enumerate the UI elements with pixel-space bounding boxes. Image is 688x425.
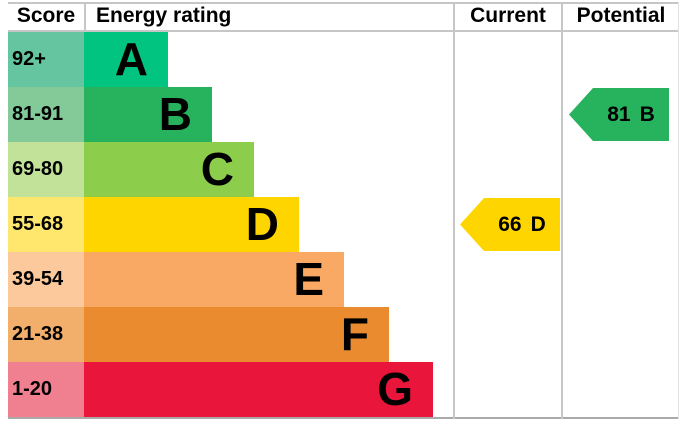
rating-letter: A (114, 33, 148, 85)
current-column-divider (453, 2, 455, 419)
rating-row-b: 81-91 B (8, 87, 212, 142)
rating-bar-d: D (84, 197, 299, 252)
rating-letter: F (340, 308, 369, 360)
rating-row-c: 69-80 C (8, 142, 254, 197)
current-score-value: 66 (498, 212, 522, 236)
table-bottom-border (8, 417, 679, 419)
potential-grade-letter: B (639, 102, 655, 126)
table-top-border (8, 2, 679, 4)
score-band-label: 21-38 (8, 307, 84, 362)
score-band-label: 55-68 (8, 197, 84, 252)
score-column-divider (84, 2, 86, 30)
potential-score-value: 81 (607, 102, 631, 126)
rating-bar-g: G (84, 362, 433, 417)
rating-letter: G (377, 363, 413, 415)
table-right-border (678, 2, 679, 419)
potential-header: Potential (576, 4, 666, 27)
current-header: Current (470, 4, 546, 27)
score-band-label: 81-91 (8, 87, 84, 142)
header-bottom-border (8, 30, 679, 32)
score-band-label: 1-20 (8, 362, 84, 417)
energy-rating-header: Energy rating (96, 4, 232, 27)
current-grade-letter: D (530, 212, 546, 236)
rating-bar-c: C (84, 142, 254, 197)
score-band-label: 39-54 (8, 252, 84, 307)
potential-column-divider (561, 2, 563, 419)
rating-letter: B (158, 88, 192, 140)
score-header: Score (16, 4, 76, 27)
rating-row-d: 55-68 D (8, 197, 299, 252)
score-band-label: 92+ (8, 32, 84, 87)
current-rating-arrow: 66 D (460, 198, 560, 251)
score-band-label: 69-80 (8, 142, 84, 197)
rating-bar-f: F (84, 307, 389, 362)
rating-row-f: 21-38 F (8, 307, 389, 362)
rating-letter: E (293, 253, 324, 305)
potential-rating-arrow: 81 B (569, 88, 669, 141)
rating-row-g: 1-20 G (8, 362, 433, 417)
rating-bar-a: A (84, 32, 168, 87)
rating-letter: D (245, 198, 279, 250)
rating-letter: C (200, 143, 234, 195)
rating-bar-e: E (84, 252, 344, 307)
rating-row-a: 92+ A (8, 32, 168, 87)
rating-bar-b: B (84, 87, 212, 142)
rating-row-e: 39-54 E (8, 252, 344, 307)
